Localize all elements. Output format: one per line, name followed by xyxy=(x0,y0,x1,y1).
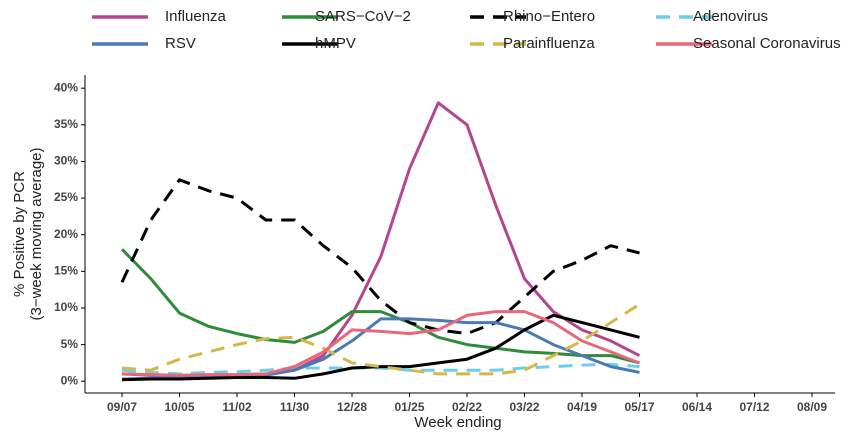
y-tick-label: 25% xyxy=(54,190,78,204)
legend-label: RSV xyxy=(165,35,196,52)
x-tick-label: 12/28 xyxy=(337,400,367,414)
x-tick-label: 09/07 xyxy=(107,400,137,414)
y-tick-label: 30% xyxy=(54,154,78,168)
legend-label: Rhino−Entero xyxy=(503,8,595,25)
x-tick-label: 04/19 xyxy=(567,400,597,414)
series-line xyxy=(121,101,641,378)
series-line xyxy=(120,248,640,365)
legend-label: Seasonal Coronavirus xyxy=(693,35,841,52)
x-tick-label: 11/30 xyxy=(280,400,310,414)
x-tick-label: 02/22 xyxy=(452,400,482,414)
x-tick-label: 10/05 xyxy=(164,400,194,414)
series-line xyxy=(121,303,641,376)
series-line xyxy=(120,178,640,336)
y-tick-label: 20% xyxy=(54,227,78,241)
x-tick-label: 03/22 xyxy=(509,400,539,414)
x-tick-label: 11/02 xyxy=(222,400,252,414)
y-tick-label: 0% xyxy=(61,373,79,387)
legend-label: Parainfluenza xyxy=(503,35,595,52)
y-tick-label: 10% xyxy=(54,300,78,314)
y-tick-label: 5% xyxy=(61,337,79,351)
series-line xyxy=(121,310,641,377)
x-tick-label: 08/09 xyxy=(797,400,827,414)
x-tick-label: 07/12 xyxy=(739,400,769,414)
x-tick-label: 05/17 xyxy=(624,400,654,414)
series-line xyxy=(121,313,640,382)
y-axis-label: (3−week moving average) xyxy=(28,147,45,320)
legend-label: Adenovirus xyxy=(693,8,768,25)
x-tick-label: 01/25 xyxy=(394,400,424,414)
x-tick-label: 06/14 xyxy=(682,400,712,414)
legend-label: SARS−CoV−2 xyxy=(315,8,411,25)
y-tick-label: 35% xyxy=(54,117,78,131)
legend-label: hMPV xyxy=(315,35,356,52)
y-axis-label: % Positive by PCR xyxy=(11,171,28,297)
legend-label: Influenza xyxy=(165,8,227,25)
y-tick-label: 15% xyxy=(54,263,78,277)
x-axis-label: Week ending xyxy=(414,414,501,431)
y-tick-label: 40% xyxy=(54,80,78,94)
